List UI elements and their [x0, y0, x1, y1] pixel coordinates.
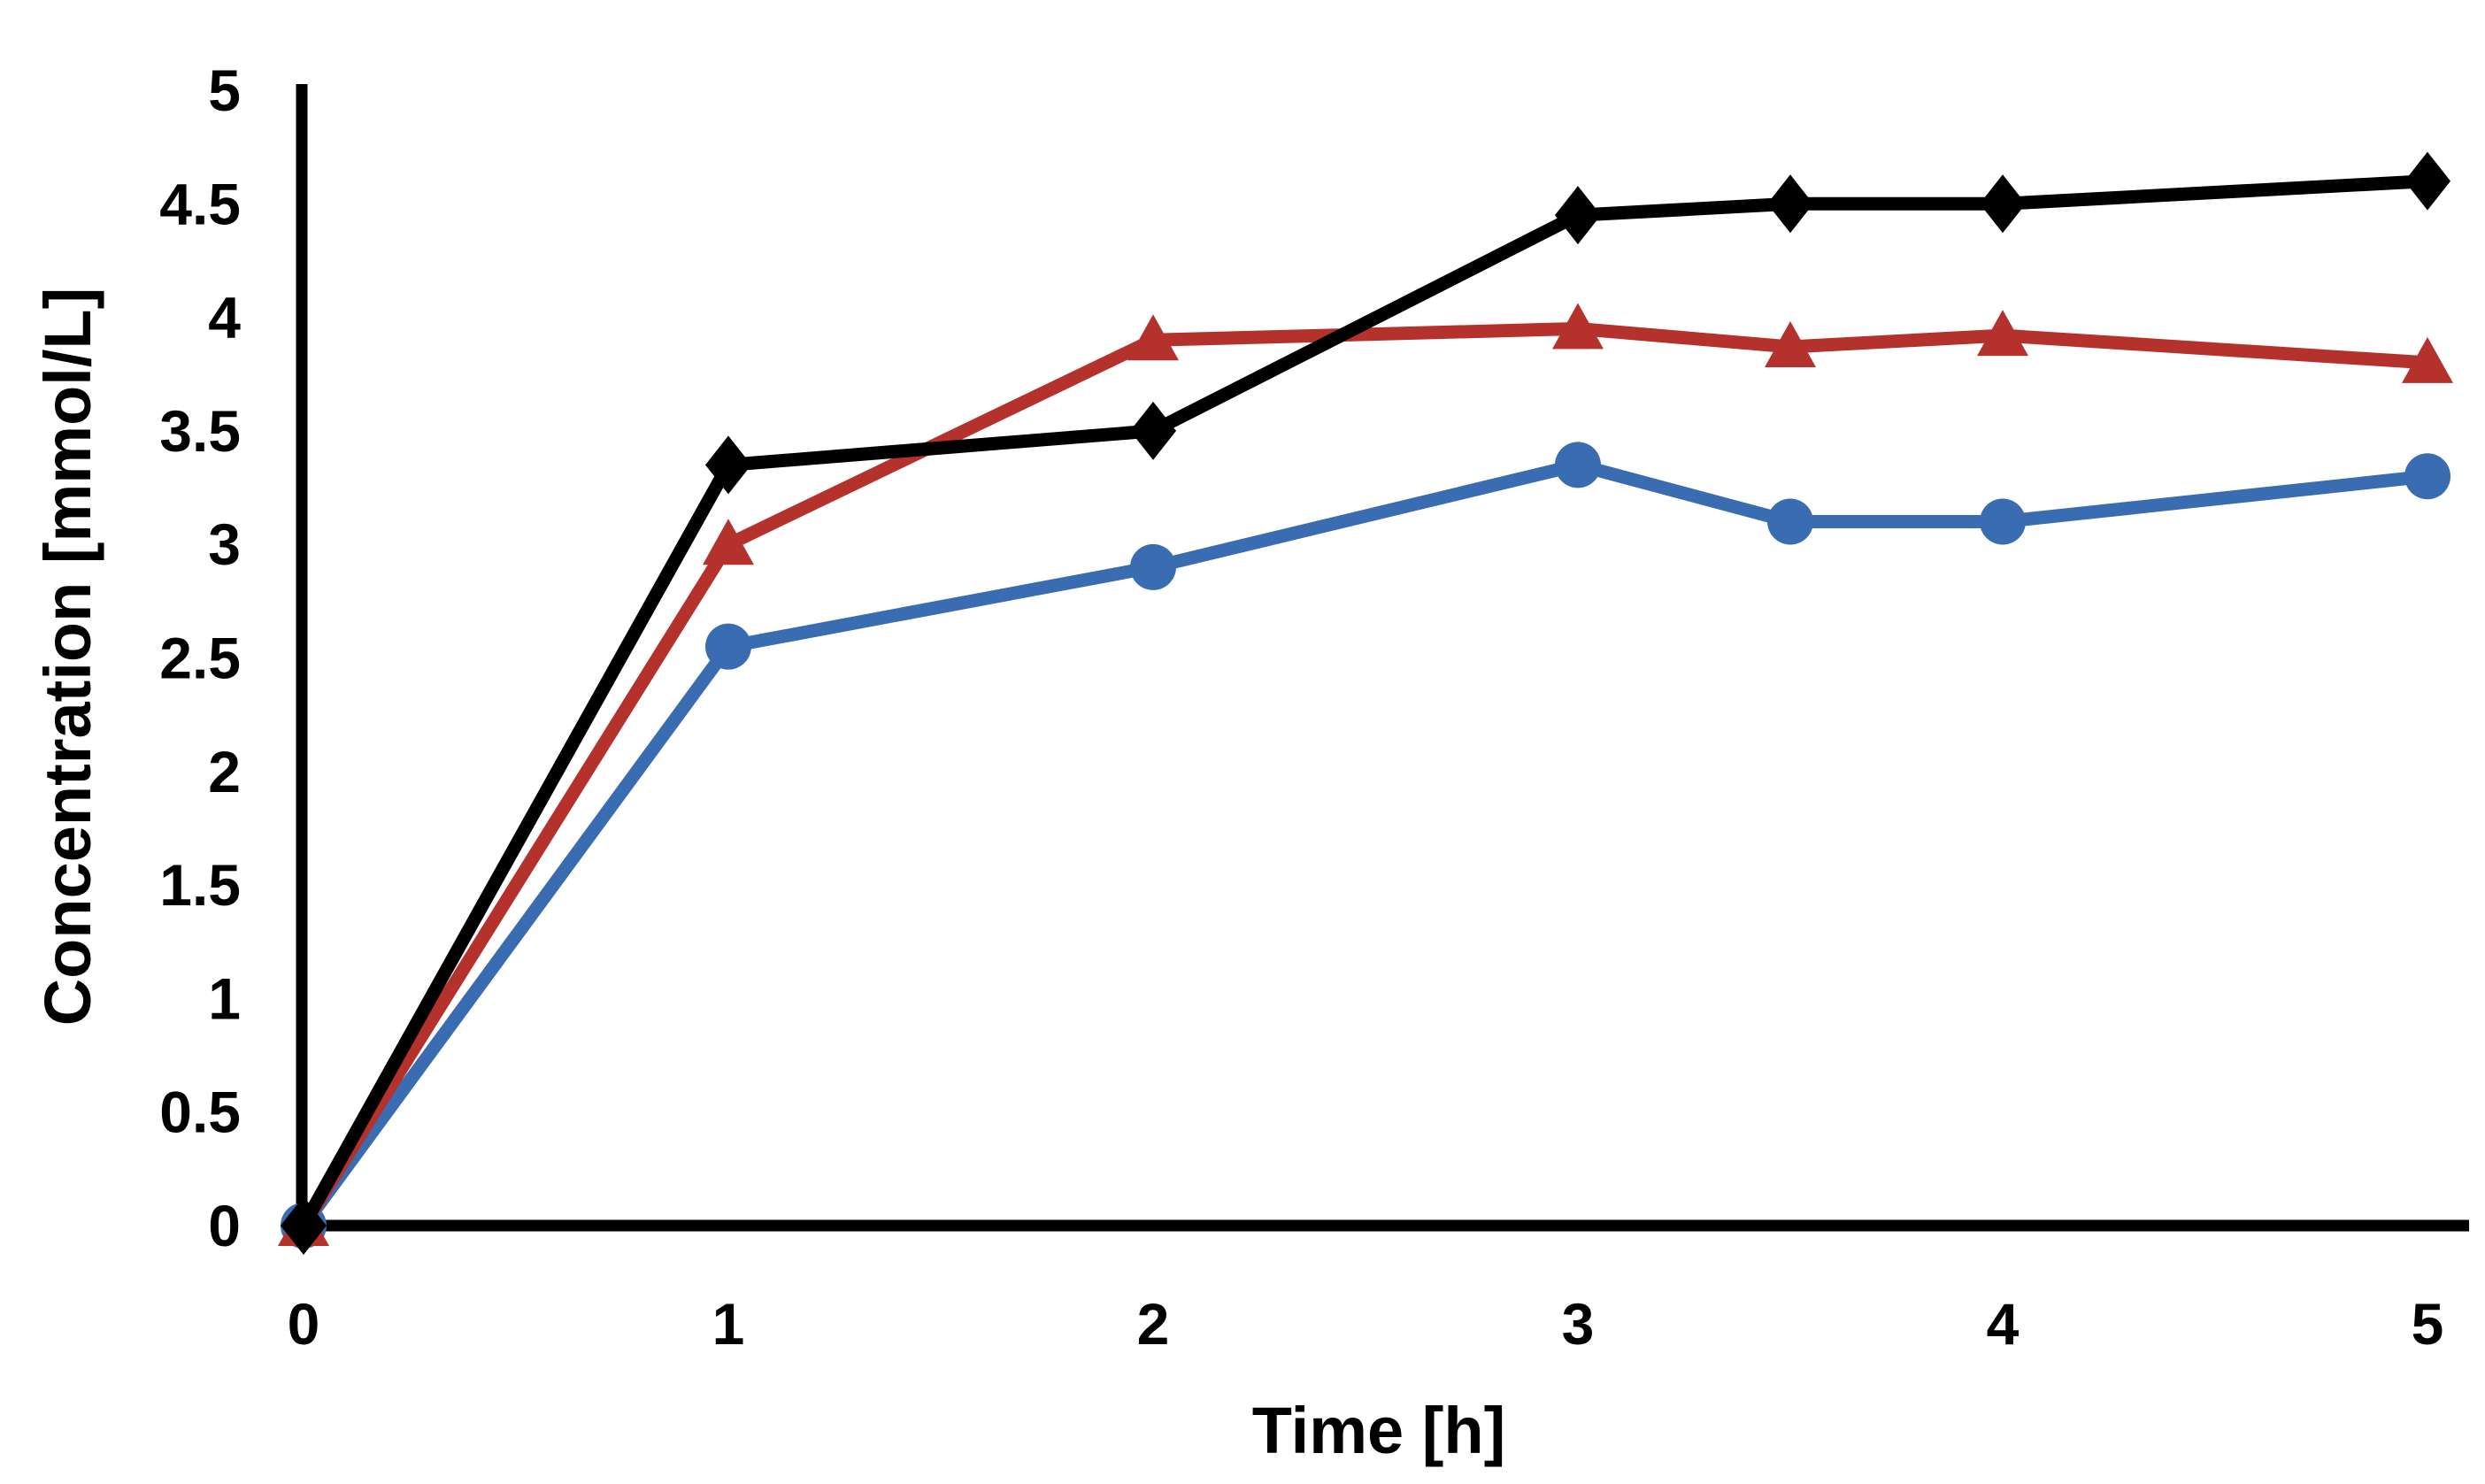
series-layer — [278, 151, 2453, 1255]
black-diamond-series-marker — [2404, 151, 2450, 211]
black-diamond-series-marker — [1980, 174, 2026, 234]
y-tick-label-1: 1 — [208, 965, 241, 1031]
blue-circle-series-marker — [705, 623, 751, 670]
red-triangle-series — [278, 303, 2453, 1246]
black-diamond-series-marker — [281, 1196, 327, 1255]
red-triangle-series-marker — [2402, 336, 2453, 383]
x-tick-label-2: 2 — [1137, 1291, 1170, 1357]
blue-circle-series — [281, 442, 2450, 1249]
y-tick-label-4.5: 4.5 — [159, 171, 241, 236]
y-tick-label-1.5: 1.5 — [159, 852, 241, 918]
x-tick-label-3: 3 — [1562, 1291, 1595, 1357]
axes-layer — [296, 84, 2469, 1232]
blue-circle-series-marker — [1980, 498, 2026, 545]
y-tick-label-3: 3 — [208, 511, 241, 577]
blue-circle-series-marker — [2404, 453, 2450, 500]
x-axis-title: Time [h] — [1252, 1394, 1505, 1467]
black-diamond-series-marker — [1130, 401, 1176, 460]
red-triangle-series-marker — [1552, 303, 1604, 350]
y-axis-title: Concentration [mmol/L] — [31, 288, 104, 1026]
x-tick-label-4: 4 — [1987, 1291, 2020, 1357]
black-diamond-series-marker — [705, 435, 751, 495]
blue-circle-series-line — [296, 458, 2435, 1233]
red-triangle-series-marker — [1977, 310, 2028, 357]
red-triangle-series-marker — [703, 519, 754, 565]
black-diamond-series-marker — [1555, 186, 1601, 245]
y-tick-label-5: 5 — [208, 58, 241, 123]
blue-circle-series-marker — [1767, 498, 1813, 545]
y-tick-label-3.5: 3.5 — [159, 398, 241, 464]
blue-circle-series-marker — [1130, 543, 1176, 590]
black-diamond-series-marker — [1767, 174, 1813, 234]
y-tick-label-2.5: 2.5 — [159, 626, 241, 691]
y-tick-label-2: 2 — [208, 739, 241, 804]
x-tick-label-5: 5 — [2412, 1291, 2444, 1357]
red-triangle-series-marker — [1765, 320, 1816, 367]
black-diamond-series — [281, 151, 2450, 1255]
red-triangle-series-line — [296, 321, 2435, 1233]
y-tick-label-0: 0 — [208, 1193, 241, 1258]
y-tick-label-4: 4 — [208, 285, 241, 350]
x-tick-label-1: 1 — [712, 1291, 745, 1357]
red-triangle-series-marker — [1127, 314, 1179, 361]
tick-layer: 0 0.5 1 1.5 2 2.5 3 3.5 4 4.5 5 0 1 2 3 4 5 — [159, 58, 2443, 1357]
x-tick-label-0: 0 — [288, 1291, 320, 1357]
y-tick-label-0.5: 0.5 — [159, 1080, 241, 1145]
blue-circle-series-marker — [1555, 442, 1601, 488]
